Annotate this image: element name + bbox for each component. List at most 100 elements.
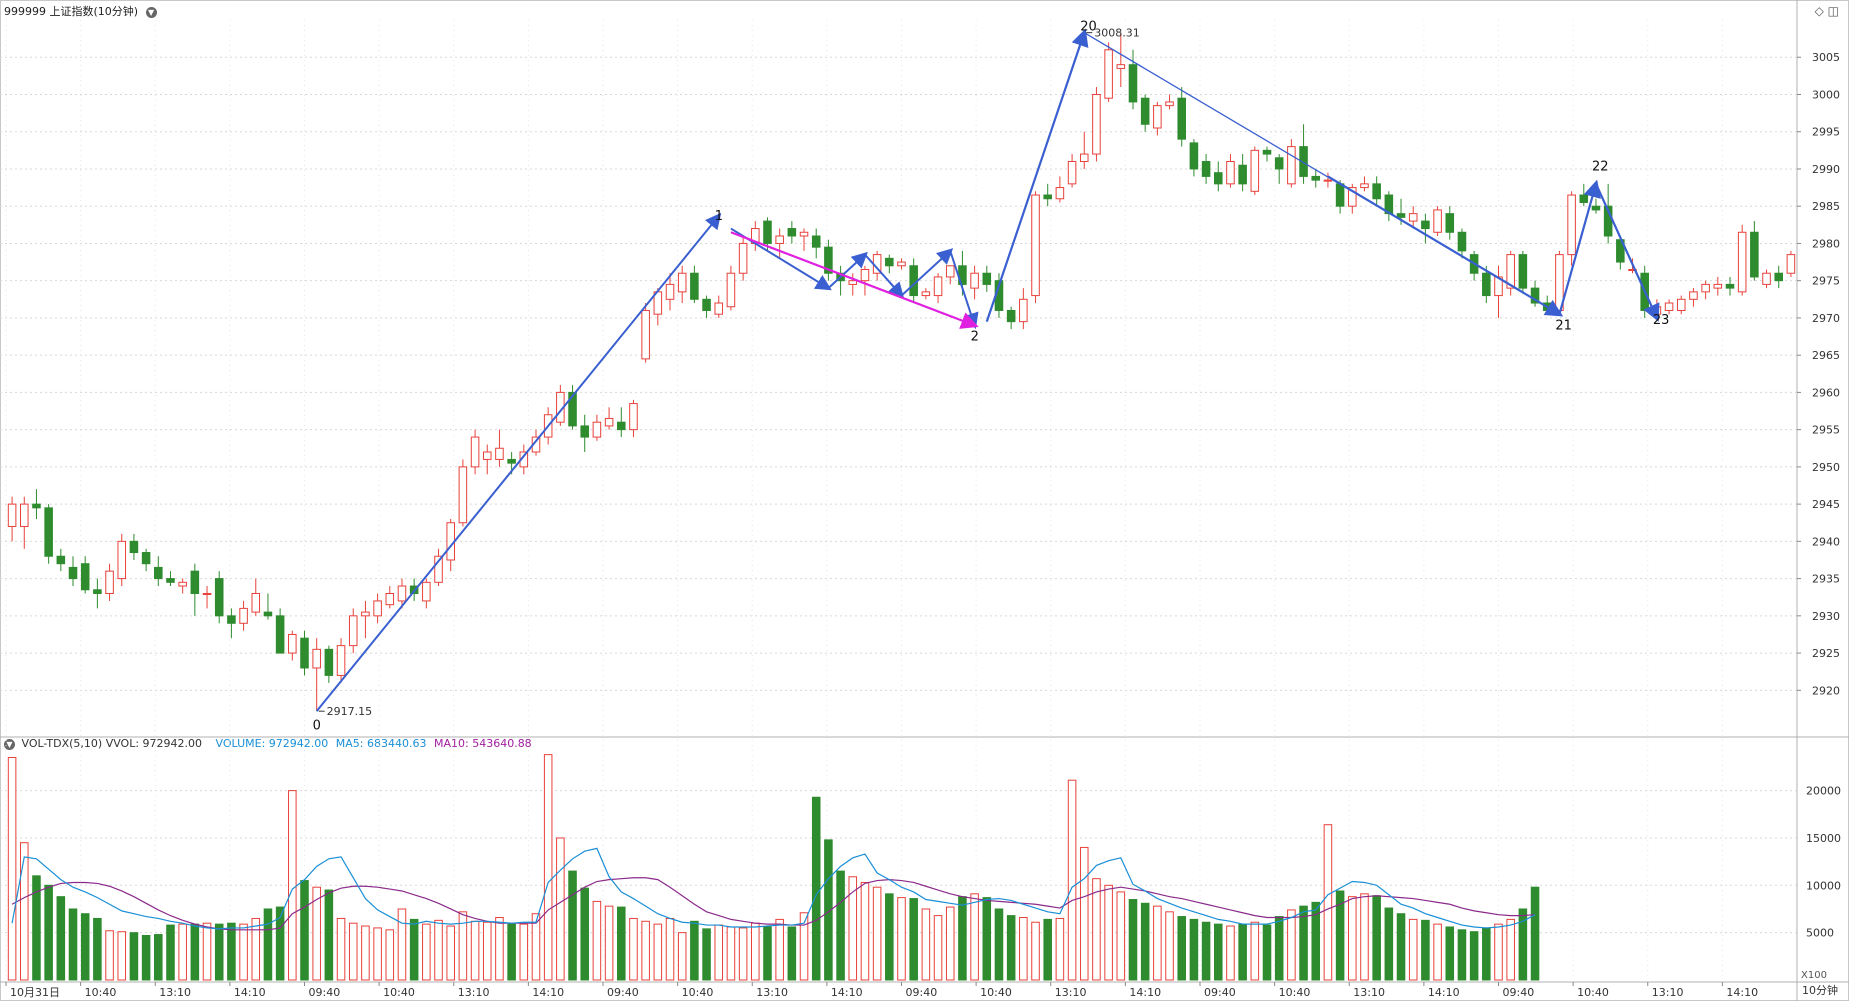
volume-bar <box>726 926 736 981</box>
volume-bar <box>945 906 955 981</box>
volume-bar <box>1421 919 1430 981</box>
volume-indicator-name: VOL-TDX(5,10) <box>21 737 103 750</box>
volume-bar <box>1433 923 1442 981</box>
price-tick-label: 3000 <box>1812 88 1840 101</box>
panel-icon[interactable]: ◫ <box>1827 4 1839 18</box>
candle-body <box>1177 97 1187 140</box>
time-tick-label: 14:10 <box>234 986 266 999</box>
volume-bar <box>336 917 346 981</box>
candle-body <box>1360 183 1369 189</box>
time-tick-label: 13:10 <box>1055 986 1087 999</box>
candle-body <box>470 436 480 468</box>
candle-body <box>202 592 212 595</box>
candle-body <box>361 611 370 617</box>
candle-body <box>1250 149 1260 192</box>
time-tick-label: 14:10 <box>1726 986 1758 999</box>
candle-body <box>921 291 931 297</box>
price-tick-label: 3005 <box>1812 51 1840 64</box>
low-price-mark: 2917.15 <box>327 705 373 718</box>
volume-bar <box>458 911 468 981</box>
volume-bar <box>68 908 78 981</box>
wave-subline <box>827 251 868 289</box>
candle-body <box>1737 231 1747 293</box>
volume-bar <box>409 918 419 981</box>
candle-body <box>1445 213 1455 233</box>
time-tick-label: 10:40 <box>383 986 415 999</box>
candle-body <box>1701 283 1710 293</box>
volume-bar <box>653 923 663 981</box>
ma10-line <box>11 877 1536 931</box>
volume-bar <box>32 875 41 981</box>
volume-bar <box>117 931 127 981</box>
candle-body <box>44 507 53 557</box>
vvol-value: VVOL: 972942.00 <box>105 737 203 750</box>
candle-body <box>775 235 784 244</box>
volume-bar <box>470 920 480 981</box>
candle-body <box>336 645 346 676</box>
candle-body <box>702 298 711 311</box>
volume-bar <box>982 897 992 981</box>
volume-bar <box>1384 907 1394 981</box>
ma5-value: MA5: 683440.63 <box>335 737 427 750</box>
candle-body <box>787 228 797 237</box>
time-tick-label: 10:40 <box>980 986 1012 999</box>
price-tick-label: 2985 <box>1812 200 1840 213</box>
time-tick-label: 14:10 <box>1129 986 1161 999</box>
volume-bar <box>1116 891 1126 981</box>
candle-body <box>580 425 590 438</box>
candle-body <box>1055 187 1065 200</box>
volume-bar <box>275 906 285 981</box>
candle-body <box>1518 254 1528 289</box>
diamond-icon[interactable]: ◇ <box>1814 4 1824 18</box>
wave-line-20-21 <box>1327 175 1564 317</box>
candle-body <box>811 235 821 248</box>
candle-body <box>324 648 334 676</box>
candle-body <box>495 447 504 460</box>
time-tick-label: 10:40 <box>682 986 714 999</box>
price-tick-label: 2975 <box>1812 275 1840 288</box>
volume-bar <box>1092 878 1101 981</box>
candle-body <box>1408 213 1418 222</box>
candle-body <box>1128 64 1138 103</box>
candle-body <box>763 220 772 244</box>
volume-bar <box>300 880 309 981</box>
volume-bar <box>1189 918 1199 981</box>
volume-bar <box>970 893 979 981</box>
volume-bar <box>1274 916 1284 981</box>
volume-bar <box>641 920 650 981</box>
candle-body <box>1153 105 1162 129</box>
volume-bar <box>909 898 918 981</box>
time-tick-label: 09:40 <box>1204 986 1236 999</box>
time-tick-label: 13:10 <box>756 986 788 999</box>
volume-bar <box>1201 921 1211 981</box>
candle-body <box>860 269 870 282</box>
price-tick-label: 2955 <box>1812 424 1840 437</box>
volume-bar <box>1019 917 1028 981</box>
candle-body <box>227 615 236 624</box>
volume-bar <box>1469 931 1479 981</box>
candle-body <box>1116 64 1126 69</box>
candle-body <box>288 633 297 654</box>
candle-body <box>1774 272 1784 282</box>
volume-bar <box>921 908 931 981</box>
candle-body <box>482 451 492 460</box>
candle-body <box>799 231 809 237</box>
wave-subline <box>900 248 954 297</box>
volume-bar <box>227 922 236 981</box>
volume-bar <box>994 908 1004 981</box>
volume-bar <box>166 924 175 981</box>
volume-bar <box>1128 899 1138 981</box>
candle-body <box>1031 194 1040 297</box>
time-tick-label: 14:10 <box>1428 986 1460 999</box>
chevron-down-icon[interactable]: ▼ <box>145 6 157 18</box>
collapse-icon[interactable]: ▼ <box>4 738 15 750</box>
price-tick-label: 2960 <box>1812 386 1840 399</box>
candle-body <box>105 570 114 594</box>
volume-bar <box>811 796 821 981</box>
candle-body <box>616 421 626 431</box>
candle-body <box>129 540 139 554</box>
candle-body <box>32 503 41 509</box>
candle-body <box>1372 183 1381 200</box>
candle-body <box>1664 302 1674 311</box>
